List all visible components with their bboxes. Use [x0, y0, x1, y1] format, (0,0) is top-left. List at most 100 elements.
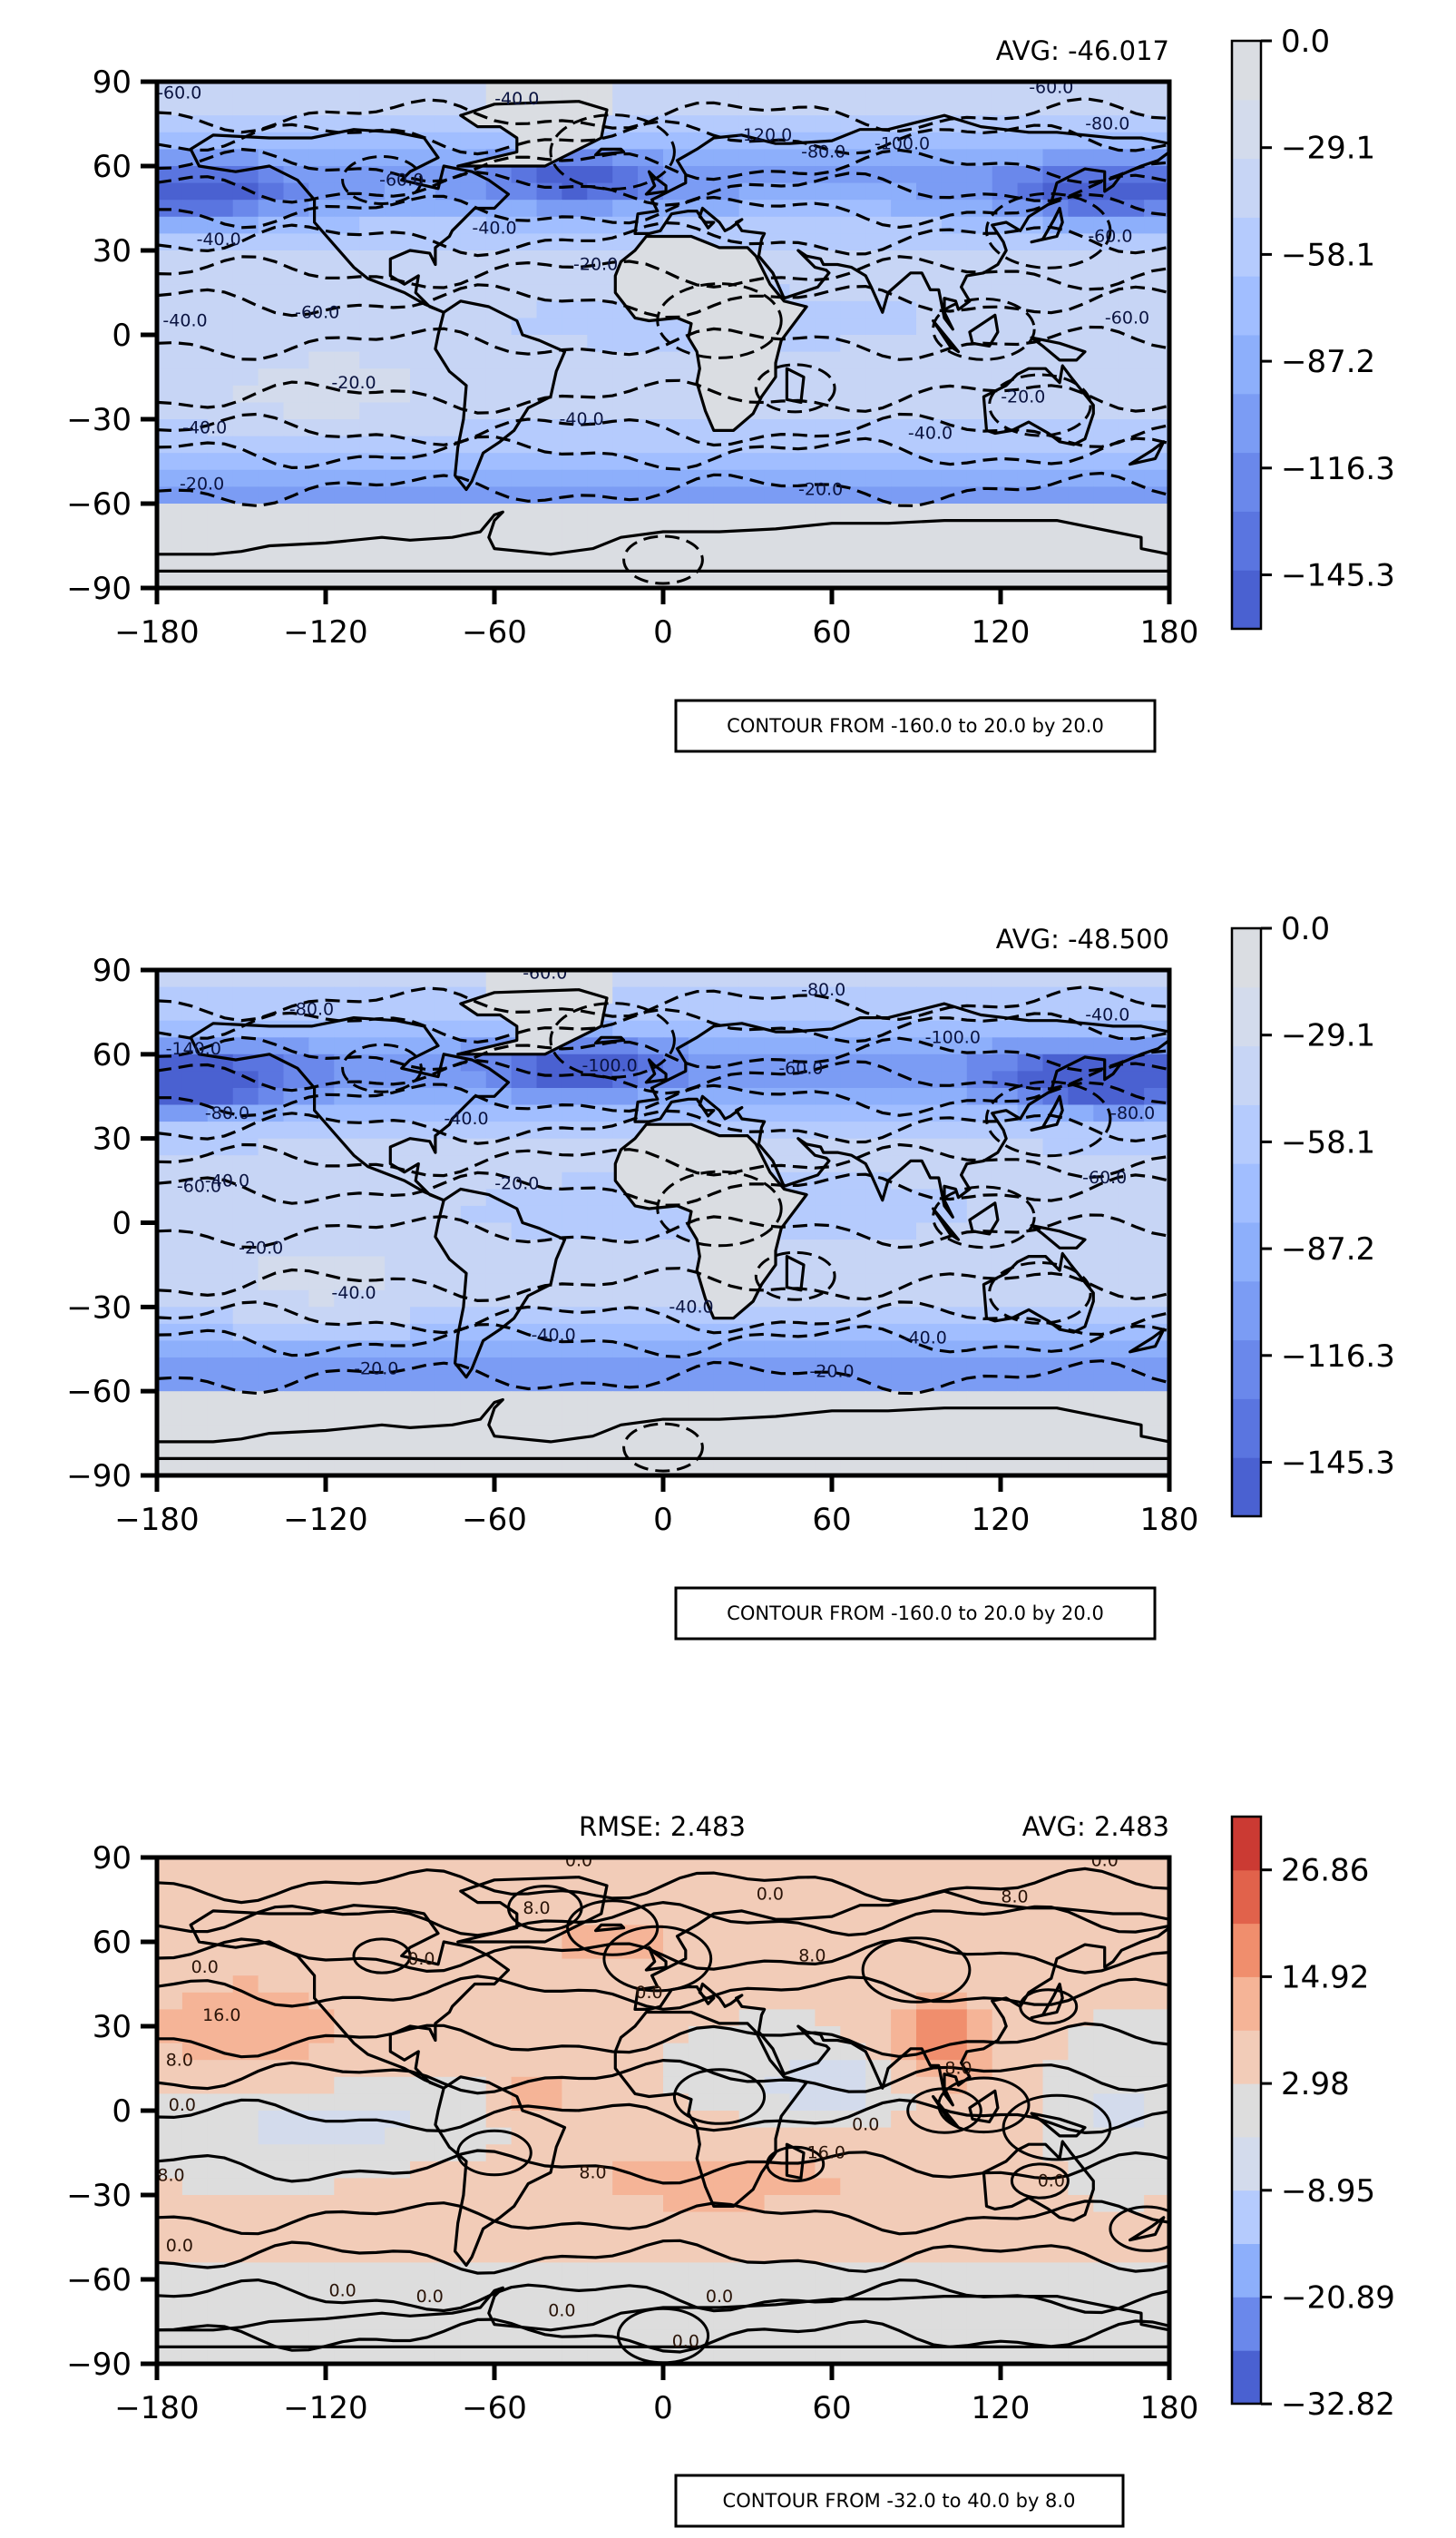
field-cell [612, 1289, 639, 1308]
field-cell [157, 1189, 183, 1207]
field-cell [840, 132, 866, 150]
field-cell [1144, 2093, 1169, 2112]
contour-label: 0.0 [191, 1957, 219, 1977]
field-cell [612, 1407, 639, 1426]
field-cell [258, 1975, 285, 1994]
field-cell [308, 300, 335, 318]
field-cell [891, 1171, 917, 1190]
field-cell [688, 2211, 715, 2229]
field-cell [941, 1925, 968, 1943]
field-cell [840, 2245, 866, 2263]
field-cell [738, 1071, 766, 1089]
field-cell [385, 318, 411, 336]
field-cell [283, 2076, 309, 2094]
field-cell [308, 1289, 335, 1308]
field-cell [359, 1975, 386, 1994]
field-cell [1119, 571, 1145, 588]
field-cell [865, 1222, 892, 1240]
field-cell [1017, 571, 1044, 588]
field-cell [359, 1374, 386, 1392]
contour-line [157, 412, 1169, 448]
field-cell [207, 537, 234, 555]
field-cell [258, 469, 285, 487]
field-cell [1119, 2060, 1145, 2078]
field-cell [612, 1391, 639, 1409]
field-cell [1093, 2161, 1119, 2179]
field-cell [536, 1323, 562, 1342]
coastline [931, 318, 961, 354]
field-cell [738, 2329, 766, 2347]
field-cell [966, 1256, 993, 1274]
colorbar-tick-label: 26.86 [1281, 1853, 1369, 1889]
field-cell [612, 1307, 639, 1325]
field-cell [966, 1053, 993, 1072]
field-cell [1093, 1374, 1119, 1392]
field-cell [258, 2009, 285, 2027]
field-cell [485, 2178, 513, 2196]
field-cell [865, 368, 892, 387]
field-cell [207, 2347, 234, 2364]
contour-label: 0.0 [1091, 1850, 1119, 1870]
field-cell [181, 216, 209, 234]
field-cell [1017, 182, 1044, 201]
field-cell [916, 2144, 943, 2162]
field-cell [181, 2195, 209, 2213]
field-cell [232, 115, 259, 133]
field-cell [865, 318, 892, 336]
field-cell [157, 1155, 183, 1173]
field-cell [283, 2127, 309, 2145]
field-cell [1119, 970, 1145, 988]
field-cell [738, 1004, 766, 1022]
field-cell [207, 318, 234, 336]
field-cell [181, 132, 209, 150]
field-cell [738, 1088, 766, 1106]
field-cell [562, 1391, 588, 1409]
field-cell [891, 2026, 917, 2044]
field-cell [815, 82, 841, 100]
field-cell [460, 1958, 487, 1976]
field-cell [359, 1407, 386, 1426]
field-cell [941, 233, 968, 251]
field-cell [663, 149, 689, 167]
field-cell [663, 1857, 689, 1876]
field-cell [992, 351, 1019, 369]
field-cell [485, 1256, 513, 1274]
field-cell [941, 1020, 968, 1038]
field-cell [562, 2211, 588, 2229]
field-cell [663, 335, 689, 353]
field-cell [308, 1155, 335, 1173]
field-cell [764, 1088, 791, 1106]
field-cell [410, 1122, 436, 1140]
field-cell [815, 1189, 841, 1207]
field-cell [688, 1020, 715, 1038]
field-cell [815, 970, 841, 988]
field-cell [1119, 436, 1145, 454]
field-cell [612, 166, 639, 184]
field-cell [485, 1155, 513, 1173]
field-cell [207, 1307, 234, 1325]
field-cell [865, 1458, 892, 1475]
field-cell [1017, 1958, 1044, 1976]
field-cell [1093, 1088, 1119, 1106]
field-cell [308, 2313, 335, 2331]
field-cell [511, 1222, 538, 1240]
field-cell [713, 1323, 740, 1342]
field-cell [789, 453, 816, 471]
field-cell [1119, 1374, 1145, 1392]
field-cell [840, 1958, 866, 1976]
field-cell [562, 2026, 588, 2044]
field-cell [485, 970, 513, 988]
field-cell [865, 2026, 892, 2044]
field-cell [385, 1925, 411, 1943]
field-cell [663, 1205, 689, 1224]
field-cell [157, 1256, 183, 1274]
field-cell [1144, 402, 1169, 420]
field-cell [1068, 2262, 1094, 2280]
contour-loop [341, 1043, 423, 1093]
field-cell [232, 1340, 259, 1358]
field-cell [789, 1907, 816, 1926]
coastline [157, 510, 1169, 573]
field-cell [232, 1289, 259, 1308]
contour-line [157, 1900, 1169, 1937]
field-cell [258, 1256, 285, 1274]
